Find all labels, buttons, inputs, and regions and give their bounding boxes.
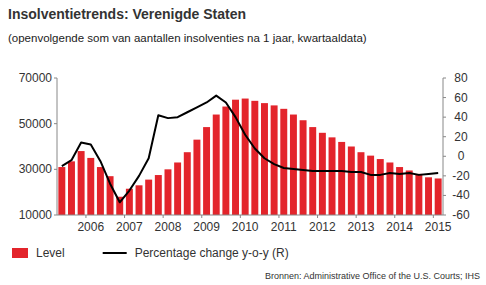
- plot-marks: [58, 96, 441, 215]
- x-tick: [124, 215, 125, 218]
- bar: [271, 105, 278, 215]
- y2-tick-label: -40: [452, 188, 470, 202]
- bar: [213, 115, 220, 215]
- bar: [280, 109, 287, 215]
- bar: [300, 120, 307, 215]
- bar: [136, 185, 143, 215]
- bar: [242, 99, 249, 215]
- bar: [184, 152, 191, 215]
- y-tick-label: 30000: [19, 162, 53, 176]
- bar: [87, 158, 94, 215]
- x-tick-label: 2008: [155, 220, 182, 234]
- bar: [251, 101, 258, 215]
- x-tick: [394, 215, 395, 218]
- bar: [425, 177, 432, 215]
- line: [62, 96, 438, 203]
- bar: [203, 127, 210, 215]
- bar: [329, 137, 336, 215]
- y2-axis: [443, 78, 444, 215]
- x-tick: [85, 215, 86, 218]
- legend-label: Percentage change y-o-y (R): [135, 246, 289, 260]
- bar: [145, 180, 152, 215]
- x-tick: [356, 215, 357, 218]
- y2-tick-label: -60: [452, 208, 470, 222]
- bar: [338, 142, 345, 215]
- x-tick: [317, 215, 318, 218]
- x-tick-label: 2010: [232, 220, 259, 234]
- y2-tick-label: 20: [454, 130, 468, 144]
- bar: [358, 152, 365, 215]
- legend-swatch: [12, 248, 28, 258]
- legend-label: Level: [36, 246, 65, 260]
- bar: [78, 151, 85, 215]
- bar: [165, 169, 172, 215]
- bar: [319, 133, 326, 215]
- bar: [58, 167, 65, 215]
- y-axis: [57, 78, 58, 215]
- x-tick-label: 2015: [425, 220, 452, 234]
- y-tick-label: 50000: [19, 117, 53, 131]
- bar: [155, 175, 162, 215]
- bar: [406, 170, 413, 215]
- x-tick-label: 2007: [116, 220, 143, 234]
- x-axis: [57, 215, 443, 216]
- y2-tick-label: 60: [454, 91, 468, 105]
- legend-swatch: [103, 252, 127, 254]
- bar: [222, 107, 229, 215]
- x-tick: [278, 215, 279, 218]
- x-tick-label: 2011: [271, 220, 297, 234]
- x-tick-label: 2014: [386, 220, 413, 234]
- x-tick-label: 2009: [193, 220, 220, 234]
- title: Insolventietrends: Verenigde Staten: [8, 6, 246, 22]
- bar: [290, 115, 297, 215]
- bar: [386, 162, 393, 215]
- source: Bronnen: Administrative Office of the U.…: [265, 271, 480, 281]
- y2-tick-label: 0: [458, 149, 465, 163]
- x-tick: [201, 215, 202, 218]
- x-tick: [163, 215, 164, 218]
- x-tick: [240, 215, 241, 218]
- y2-tick-label: 40: [454, 110, 468, 124]
- x-tick: [433, 215, 434, 218]
- y-tick-label: 70000: [19, 71, 53, 85]
- x-tick-label: 2012: [309, 220, 336, 234]
- bar: [193, 140, 200, 215]
- x-tick-label: 2006: [77, 220, 104, 234]
- subtitle: (openvolgende som van aantallen insolven…: [8, 32, 367, 44]
- bar: [367, 156, 374, 215]
- y2-tick-label: -20: [452, 169, 470, 183]
- chart: Insolventietrends: Verenigde Staten (open…: [0, 0, 486, 285]
- bar: [415, 174, 422, 215]
- y2-tick-label: 80: [454, 71, 468, 85]
- x-tick-label: 2013: [348, 220, 375, 234]
- bar: [97, 167, 104, 215]
- bar: [68, 161, 75, 215]
- bar: [348, 147, 355, 216]
- bar: [174, 162, 181, 215]
- y-tick-label: 10000: [19, 208, 53, 222]
- bar: [435, 178, 442, 215]
- bar: [377, 159, 384, 215]
